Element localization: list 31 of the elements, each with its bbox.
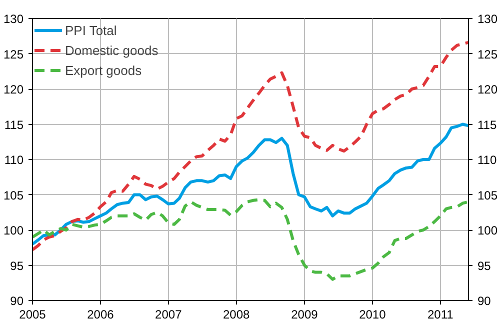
legend-label: Export goods [65, 62, 142, 78]
y-tick-label: 105 [3, 188, 24, 202]
y2-tick-label: 100 [478, 224, 498, 238]
y2-tick-label: 95 [478, 258, 492, 273]
legend-label: PPI Total [65, 22, 117, 38]
y-tick-label: 120 [3, 82, 24, 96]
y-tick-label: 95 [10, 258, 24, 273]
y2-tick-label: 115 [478, 118, 497, 132]
x-tick-label: 2008 [223, 308, 250, 322]
y-tick-label: 125 [3, 47, 24, 62]
y2-tick-label: 90 [478, 294, 492, 308]
x-tick-label: 2009 [291, 308, 318, 322]
x-tick-label: 2010 [359, 308, 386, 322]
y-tick-label: 115 [4, 118, 24, 132]
x-tick-label: 2011 [427, 308, 454, 322]
y2-tick-label: 125 [478, 47, 498, 62]
y-tick-label: 110 [4, 153, 24, 167]
line-series [32, 122, 468, 246]
y2-tick-label: 120 [478, 82, 498, 96]
y-tick-label: 130 [3, 12, 24, 26]
y2-tick-label: 105 [478, 188, 498, 202]
y-tick-label: 90 [10, 294, 24, 308]
x-tick-label: 2007 [155, 308, 182, 322]
line-series [32, 198, 468, 281]
legend-label: Domestic goods [65, 42, 158, 58]
x-tick-label: 2005 [19, 308, 46, 322]
line-series [32, 40, 468, 252]
y-tick-label: 100 [3, 224, 24, 238]
y2-tick-label: 130 [478, 12, 498, 26]
x-tick-label: 2006 [87, 308, 114, 322]
y2-tick-label: 110 [478, 153, 497, 167]
